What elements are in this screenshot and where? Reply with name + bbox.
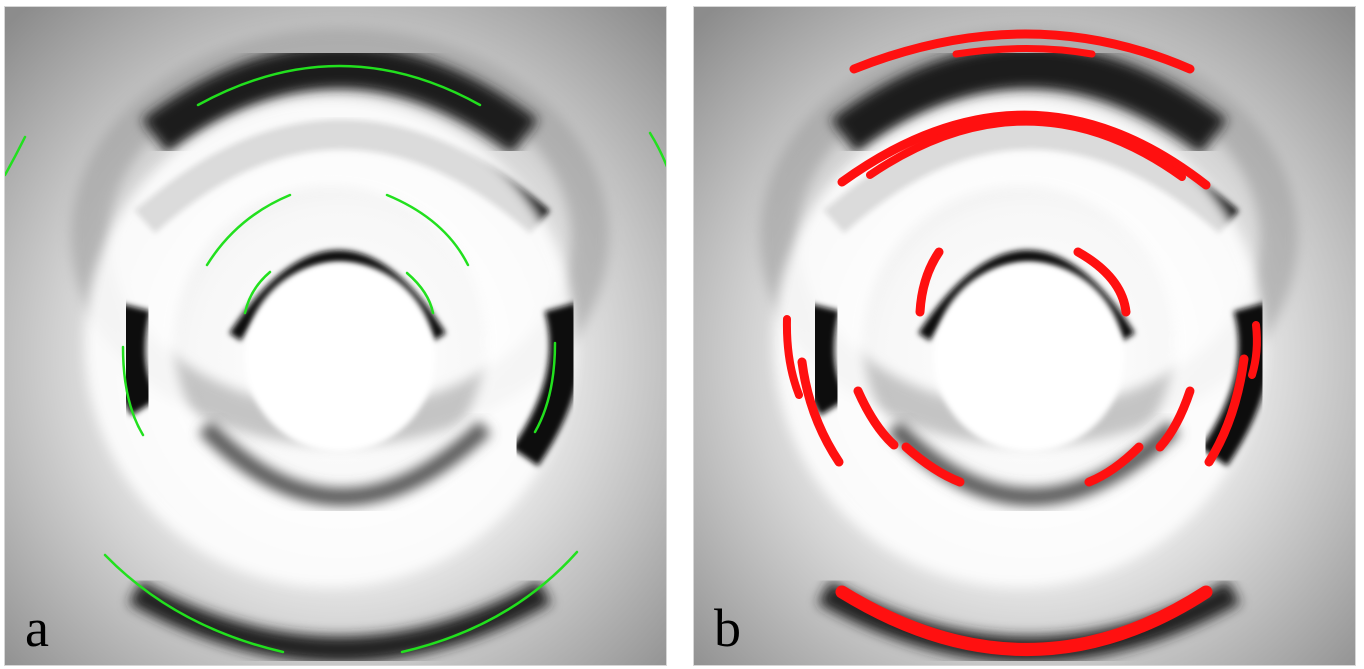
panel-b-image [694,7,1355,665]
overlay-arc [196,64,482,107]
panel-a-overlay-arcs [5,64,666,654]
overlay-arc [837,110,1211,190]
overlay-arc [648,131,666,168]
overlay-arc [1248,321,1261,379]
overlay-arc [103,553,285,654]
overlay-arc [835,585,1213,656]
overlay-arc [533,341,557,434]
overlay-arc [385,193,470,267]
overlay-arc [901,442,965,487]
overlay-arc [849,29,1195,74]
panel-a: a [4,6,667,666]
overlay-arc [1155,386,1195,452]
overlay-arc [952,45,1096,58]
overlay-arc [243,270,272,315]
overlay-arc [1073,247,1131,317]
overlay-arc [853,386,899,450]
overlay-arc [205,193,292,267]
overlay-arc [405,271,435,315]
panel-b: b [693,6,1356,666]
overlay-arc [915,247,944,317]
overlay-arc [1204,354,1249,467]
overlay-arc [400,550,579,654]
panel-a-image [5,7,666,665]
overlay-arc [5,135,27,177]
overlay-arc [1084,442,1144,487]
overlay-arc [121,345,145,437]
overlay-arc [797,357,844,467]
overlay-arc [866,117,1186,181]
overlay-arc [782,315,803,399]
panel-b-overlay-arcs [782,29,1261,656]
